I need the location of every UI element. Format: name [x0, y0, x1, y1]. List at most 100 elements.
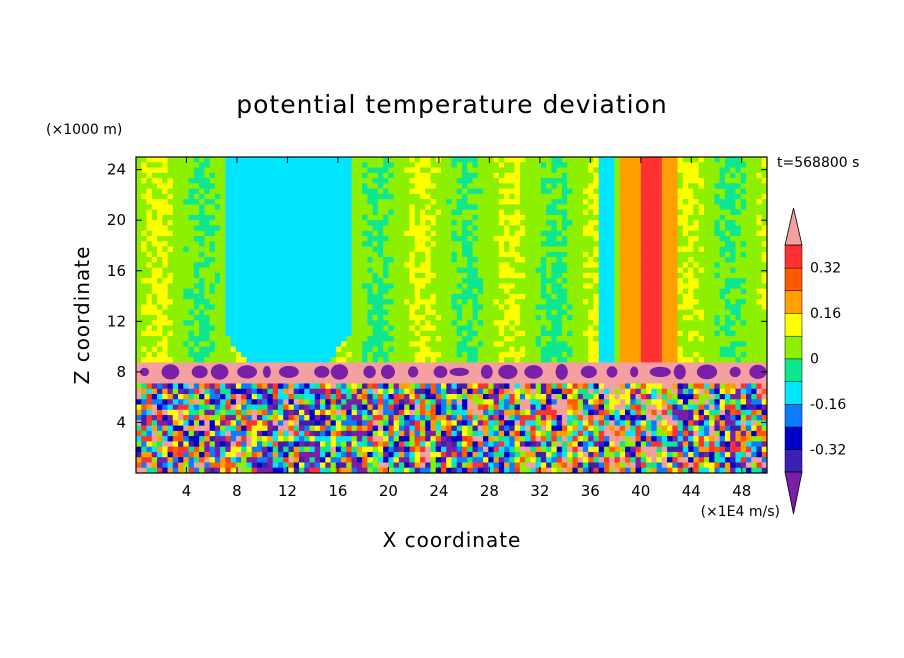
heatmap-cell: [419, 167, 426, 174]
heatmap-cell: [546, 204, 553, 211]
heatmap-cell: [477, 220, 484, 227]
heatmap-cell: [646, 188, 652, 195]
heatmap-cell: [530, 299, 537, 306]
heatmap-cell: [677, 288, 684, 295]
heatmap-cell: [709, 167, 716, 174]
heatmap-cell: [235, 251, 242, 258]
heatmap-cell: [551, 357, 558, 363]
heatmap-cell: [188, 162, 195, 169]
heatmap-cell: [630, 214, 637, 221]
heatmap-cell: [582, 293, 589, 300]
heatmap-cell: [609, 241, 616, 248]
heatmap-cell: [714, 246, 721, 253]
heatmap-cell: [751, 188, 758, 195]
heatmap-cell: [451, 278, 458, 284]
heatmap-cell: [588, 225, 595, 232]
heatmap-cell: [488, 230, 495, 237]
heatmap-cell: [640, 330, 647, 337]
heatmap-cell: [325, 220, 332, 227]
heatmap-cell: [157, 367, 163, 374]
heatmap-cell: [335, 251, 342, 258]
heatmap-cell: [372, 188, 379, 195]
heatmap-cell: [183, 178, 190, 184]
heatmap-cell: [651, 214, 658, 221]
heatmap-cell: [446, 336, 453, 342]
heatmap-cell: [193, 304, 200, 311]
heatmap-cell: [188, 320, 195, 327]
heatmap-cell: [709, 188, 716, 195]
heatmap-cell: [456, 157, 463, 163]
heatmap-cell: [514, 262, 521, 269]
heatmap-cell: [761, 293, 767, 300]
heatmap-cell: [262, 251, 269, 258]
heatmap-cell: [251, 225, 258, 232]
heatmap-cell: [346, 372, 353, 379]
heatmap-cell: [430, 230, 437, 237]
heatmap-cell: [351, 320, 358, 327]
heatmap-cell: [724, 262, 731, 269]
heatmap-cell: [614, 220, 621, 227]
heatmap-cell: [277, 262, 284, 269]
heatmap-cell: [698, 309, 705, 316]
heatmap-cell: [330, 362, 337, 369]
heatmap-cell: [598, 272, 605, 279]
heatmap-cell: [283, 167, 290, 174]
heatmap-cell: [609, 267, 616, 274]
heatmap-cell: [362, 204, 368, 211]
heatmap-cell: [483, 278, 489, 284]
heatmap-cell: [267, 199, 274, 205]
heatmap-cell: [493, 372, 500, 379]
heatmap-cell: [498, 183, 505, 190]
heatmap-cell: [661, 225, 668, 232]
heatmap-cell: [661, 299, 668, 306]
heatmap-cell: [567, 204, 574, 211]
heatmap-cell: [225, 162, 232, 169]
heatmap-cell: [288, 172, 295, 179]
heatmap-cell: [640, 320, 647, 327]
heatmap-cell: [293, 193, 300, 200]
heatmap-cell: [414, 236, 421, 242]
heatmap-cell: [351, 262, 358, 269]
heatmap-cell: [540, 362, 547, 369]
heatmap-cell: [209, 362, 216, 369]
heatmap-cell: [141, 241, 148, 248]
heatmap-cell: [698, 262, 705, 269]
heatmap-cell: [225, 330, 232, 337]
heatmap-cell: [735, 188, 742, 195]
heatmap-cell: [609, 288, 616, 295]
heatmap-cell: [398, 246, 405, 253]
heatmap-cell: [619, 283, 626, 290]
heatmap-cell: [393, 204, 400, 211]
heatmap-cell: [288, 241, 295, 248]
heatmap-cell: [735, 209, 742, 216]
heatmap-cell: [414, 372, 421, 379]
heatmap-cell: [409, 336, 416, 342]
heatmap-cell: [435, 178, 442, 184]
heatmap-cell: [761, 357, 767, 363]
heatmap-cell: [320, 320, 326, 327]
heatmap-cell: [325, 288, 332, 295]
heatmap-cell: [493, 172, 500, 179]
heatmap-cell: [630, 193, 637, 200]
heatmap-cell: [619, 230, 626, 237]
heatmap-cell: [609, 209, 616, 216]
heatmap-cell: [157, 330, 163, 337]
heatmap-cell: [661, 236, 668, 242]
heatmap-cell: [283, 257, 290, 263]
heatmap-cell: [635, 204, 642, 211]
heatmap-cell: [367, 214, 374, 221]
heatmap-cell: [577, 167, 584, 174]
heatmap-cell: [362, 267, 368, 274]
heatmap-cell: [572, 183, 579, 190]
heatmap-cell: [440, 241, 447, 248]
heatmap-cell: [514, 357, 521, 363]
heatmap-cell: [609, 336, 616, 342]
heatmap-cell: [661, 357, 668, 363]
heatmap-cell: [477, 320, 484, 327]
heatmap-cell: [682, 262, 689, 269]
heatmap-cell: [693, 367, 700, 374]
heatmap-cell: [640, 299, 647, 306]
heatmap-cell: [709, 193, 716, 200]
heatmap-cell: [651, 330, 658, 337]
heatmap-cell: [262, 172, 269, 179]
